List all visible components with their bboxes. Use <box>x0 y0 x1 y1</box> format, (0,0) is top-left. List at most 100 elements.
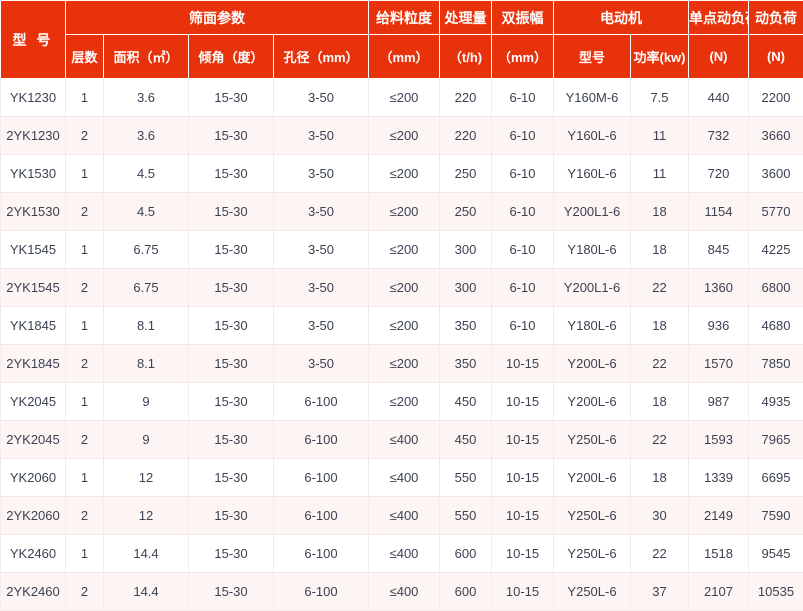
cell-feed-size: ≤200 <box>369 155 440 193</box>
cell-angle: 15-30 <box>189 79 274 117</box>
cell-dynamic-load: 6695 <box>749 459 803 497</box>
header-row-top: 型 号 筛面参数 给料粒度 处理量 双振幅 电动机 单点动负荷 动负荷 <box>1 1 803 35</box>
cell-motor-model: Y200L-6 <box>554 345 631 383</box>
cell-angle: 15-30 <box>189 497 274 535</box>
cell-amplitude: 10-15 <box>492 345 554 383</box>
cell-model: YK1845 <box>1 307 66 345</box>
cell-dynamic-load: 4680 <box>749 307 803 345</box>
header-layers: 层数 <box>66 35 104 79</box>
cell-area: 12 <box>104 459 189 497</box>
cell-motor-model: Y160M-6 <box>554 79 631 117</box>
header-dynamic-load: 动负荷 <box>749 1 803 35</box>
cell-motor-power: 18 <box>631 383 689 421</box>
cell-area: 14.4 <box>104 573 189 611</box>
cell-area: 3.6 <box>104 117 189 155</box>
cell-dynamic-load: 7590 <box>749 497 803 535</box>
cell-layers: 2 <box>66 345 104 383</box>
cell-capacity: 350 <box>440 307 492 345</box>
cell-amplitude: 10-15 <box>492 459 554 497</box>
cell-feed-size: ≤200 <box>369 79 440 117</box>
cell-amplitude: 6-10 <box>492 231 554 269</box>
cell-layers: 2 <box>66 497 104 535</box>
cell-single-load: 936 <box>689 307 749 345</box>
cell-layers: 2 <box>66 269 104 307</box>
cell-amplitude: 10-15 <box>492 535 554 573</box>
cell-layers: 1 <box>66 459 104 497</box>
header-screen-params-group: 筛面参数 <box>66 1 369 35</box>
cell-angle: 15-30 <box>189 383 274 421</box>
cell-angle: 15-30 <box>189 345 274 383</box>
cell-amplitude: 6-10 <box>492 307 554 345</box>
cell-model: YK1545 <box>1 231 66 269</box>
header-feed-size: 给料粒度 <box>369 1 440 35</box>
cell-area: 4.5 <box>104 155 189 193</box>
cell-motor-power: 22 <box>631 269 689 307</box>
cell-dynamic-load: 7850 <box>749 345 803 383</box>
cell-capacity: 550 <box>440 497 492 535</box>
cell-angle: 15-30 <box>189 307 274 345</box>
cell-motor-model: Y200L-6 <box>554 459 631 497</box>
header-capacity: 处理量 <box>440 1 492 35</box>
cell-model: 2YK2460 <box>1 573 66 611</box>
cell-area: 9 <box>104 421 189 459</box>
cell-motor-model: Y200L1-6 <box>554 269 631 307</box>
cell-angle: 15-30 <box>189 117 274 155</box>
cell-angle: 15-30 <box>189 459 274 497</box>
cell-capacity: 300 <box>440 231 492 269</box>
cell-layers: 2 <box>66 117 104 155</box>
cell-feed-size: ≤200 <box>369 269 440 307</box>
cell-amplitude: 6-10 <box>492 155 554 193</box>
cell-amplitude: 10-15 <box>492 573 554 611</box>
cell-motor-power: 11 <box>631 117 689 155</box>
cell-dynamic-load: 4935 <box>749 383 803 421</box>
cell-single-load: 720 <box>689 155 749 193</box>
cell-feed-size: ≤400 <box>369 459 440 497</box>
cell-motor-power: 11 <box>631 155 689 193</box>
cell-model: 2YK1230 <box>1 117 66 155</box>
cell-capacity: 450 <box>440 421 492 459</box>
cell-hole-diameter: 3-50 <box>274 79 369 117</box>
cell-layers: 1 <box>66 79 104 117</box>
header-amplitude: 双振幅 <box>492 1 554 35</box>
cell-motor-model: Y250L-6 <box>554 573 631 611</box>
header-feed-size-unit: （mm） <box>369 35 440 79</box>
cell-area: 6.75 <box>104 231 189 269</box>
cell-amplitude: 10-15 <box>492 383 554 421</box>
cell-area: 14.4 <box>104 535 189 573</box>
cell-capacity: 220 <box>440 117 492 155</box>
cell-feed-size: ≤200 <box>369 231 440 269</box>
cell-layers: 2 <box>66 421 104 459</box>
header-model: 型 号 <box>1 1 66 79</box>
cell-layers: 1 <box>66 383 104 421</box>
cell-model: YK1530 <box>1 155 66 193</box>
cell-capacity: 250 <box>440 193 492 231</box>
cell-model: YK1230 <box>1 79 66 117</box>
cell-layers: 1 <box>66 535 104 573</box>
cell-motor-model: Y250L-6 <box>554 421 631 459</box>
cell-angle: 15-30 <box>189 535 274 573</box>
cell-motor-power: 7.5 <box>631 79 689 117</box>
cell-hole-diameter: 3-50 <box>274 155 369 193</box>
cell-motor-power: 18 <box>631 231 689 269</box>
cell-layers: 1 <box>66 155 104 193</box>
cell-amplitude: 6-10 <box>492 79 554 117</box>
cell-feed-size: ≤200 <box>369 383 440 421</box>
cell-area: 12 <box>104 497 189 535</box>
cell-motor-model: Y200L1-6 <box>554 193 631 231</box>
cell-feed-size: ≤200 <box>369 117 440 155</box>
cell-capacity: 300 <box>440 269 492 307</box>
cell-feed-size: ≤400 <box>369 421 440 459</box>
cell-hole-diameter: 3-50 <box>274 117 369 155</box>
cell-single-load: 845 <box>689 231 749 269</box>
cell-area: 4.5 <box>104 193 189 231</box>
cell-area: 6.75 <box>104 269 189 307</box>
cell-area: 3.6 <box>104 79 189 117</box>
